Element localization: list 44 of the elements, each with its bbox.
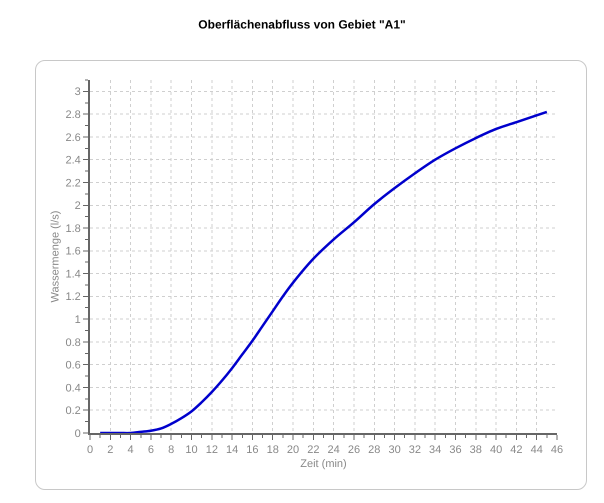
y-tick-label: 1.6 <box>66 246 81 258</box>
x-tick-label: 46 <box>550 444 564 456</box>
x-tick-label: 14 <box>226 444 238 456</box>
x-tick-label: 16 <box>246 444 259 456</box>
x-tick-label: 4 <box>128 444 134 456</box>
x-tick-label: 40 <box>490 444 502 456</box>
line-series <box>98 110 548 433</box>
y-tick-label: 2.6 <box>66 132 81 144</box>
x-tick-label: 24 <box>328 444 340 456</box>
x-tick-label: 10 <box>185 444 198 456</box>
x-tick-label: 28 <box>368 444 380 456</box>
y-tick-label: 3 <box>74 86 81 98</box>
x-tick-label: 20 <box>286 444 300 456</box>
y-tick-label: 0.6 <box>66 360 81 372</box>
x-tick-label: 42 <box>510 444 523 456</box>
x-tick-label: 44 <box>530 444 543 456</box>
y-tick-label: 2.2 <box>66 177 81 190</box>
y-tick-label: 0.8 <box>66 336 81 349</box>
x-tick-label: 38 <box>470 444 482 456</box>
chart-title: Oberflächenabfluss von Gebiet "A1" <box>198 18 406 32</box>
y-tick-label: 2.8 <box>66 109 81 122</box>
y-tick-label: 1.2 <box>66 291 81 304</box>
x-tick-label: 36 <box>449 444 462 456</box>
y-tick-label: 0.4 <box>66 382 81 394</box>
x-tick-label: 30 <box>388 444 401 456</box>
y-tick-label: 1.8 <box>66 222 81 235</box>
y-axis-title: Wassermenge (l/s) <box>50 210 62 302</box>
y-tick-label: 1.4 <box>66 268 81 280</box>
x-tick-label: 0 <box>86 444 94 456</box>
x-tick-label: 26 <box>348 444 360 456</box>
x-tick-label: 12 <box>206 444 218 456</box>
x-tick-label: 6 <box>148 444 154 456</box>
x-tick-label: 34 <box>429 444 442 456</box>
x-axis-title: Zeit (min) <box>300 458 347 470</box>
y-tick-label: 0.2 <box>66 405 81 418</box>
x-tick-label: 8 <box>168 444 174 456</box>
y-tick-label: 0 <box>74 428 81 440</box>
x-tick-label: 32 <box>408 444 421 456</box>
y-tick-label: 1 <box>74 314 81 326</box>
x-tick-label: 2 <box>107 444 114 456</box>
x-tick-label: 22 <box>307 444 320 456</box>
y-tick-label: 2.4 <box>66 154 81 167</box>
y-tick-label: 2 <box>74 200 81 212</box>
x-tick-label: 18 <box>266 444 279 456</box>
